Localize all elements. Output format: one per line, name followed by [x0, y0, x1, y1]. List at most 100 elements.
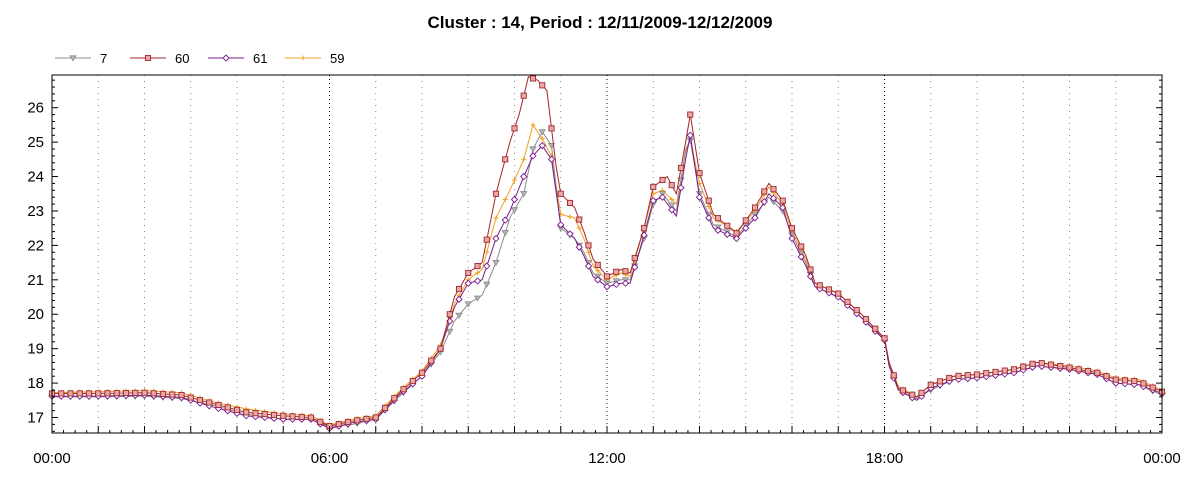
data-point	[455, 285, 463, 293]
data-point	[724, 222, 731, 229]
data-point	[1075, 366, 1082, 373]
data-point	[446, 311, 453, 318]
data-point	[381, 404, 389, 411]
data-point	[492, 190, 500, 197]
data-point	[69, 55, 77, 62]
data-point	[252, 410, 259, 417]
data-point	[853, 307, 860, 314]
data-point	[520, 172, 528, 181]
data-point	[1112, 376, 1119, 383]
data-point	[723, 230, 731, 239]
x-tick-label: 00:00	[1143, 450, 1181, 467]
data-point	[640, 225, 648, 232]
data-point	[594, 276, 602, 284]
data-point	[1094, 369, 1101, 376]
data-point	[187, 394, 194, 401]
legend-item-59: 59	[285, 51, 344, 66]
data-point	[215, 401, 222, 409]
data-point	[595, 268, 601, 274]
data-point	[668, 206, 676, 214]
data-point	[400, 386, 407, 393]
data-point	[705, 214, 713, 222]
data-point	[243, 409, 250, 416]
data-point	[742, 217, 749, 224]
data-point	[538, 141, 546, 150]
data-point	[585, 242, 592, 249]
data-point	[493, 215, 499, 221]
data-point	[973, 371, 981, 378]
data-point	[909, 391, 916, 398]
data-point	[539, 82, 546, 89]
data-point	[464, 279, 472, 287]
data-point	[631, 263, 639, 271]
y-tick-label: 17	[27, 410, 44, 427]
y-tick-label: 18	[27, 375, 44, 392]
data-point	[104, 390, 111, 397]
data-point	[695, 193, 704, 201]
data-point	[122, 389, 130, 397]
data-point	[428, 357, 435, 364]
data-point	[622, 268, 629, 275]
x-tick-label: 00:00	[33, 450, 71, 467]
data-point	[677, 184, 685, 192]
data-point	[779, 197, 786, 204]
data-point	[669, 196, 675, 202]
data-point	[538, 129, 546, 136]
data-point	[418, 369, 426, 376]
y-tick-label: 24	[27, 169, 44, 186]
data-point	[742, 224, 750, 232]
data-point	[484, 249, 490, 255]
y-tick-label: 21	[27, 272, 44, 289]
data-point	[760, 198, 768, 206]
data-point	[658, 193, 667, 201]
legend: 7 60 61 59	[55, 51, 344, 66]
data-point	[372, 414, 379, 421]
data-point	[557, 190, 564, 197]
data-point	[512, 177, 517, 183]
data-point	[603, 273, 611, 280]
data-point	[816, 282, 823, 289]
data-point	[529, 75, 537, 82]
data-point	[1001, 367, 1008, 374]
data-point	[557, 221, 565, 229]
data-point	[144, 54, 152, 62]
x-tick-label: 06:00	[311, 450, 349, 467]
data-point	[483, 281, 491, 288]
data-point	[300, 55, 306, 61]
data-point	[936, 378, 944, 385]
data-point	[769, 194, 778, 202]
data-point	[307, 414, 315, 421]
data-point	[502, 196, 508, 202]
data-point	[576, 225, 582, 231]
data-point	[475, 270, 480, 276]
data-point	[222, 54, 230, 62]
data-point	[224, 404, 231, 411]
data-point	[85, 390, 93, 397]
data-point	[566, 230, 574, 238]
legend-item-61: 61	[208, 51, 267, 66]
data-point	[270, 411, 278, 418]
data-point	[807, 266, 814, 273]
data-point	[835, 290, 842, 297]
data-point	[788, 234, 796, 243]
data-point	[446, 328, 454, 336]
data-point	[501, 216, 509, 224]
data-point	[473, 295, 482, 302]
data-point	[502, 156, 509, 163]
data-point	[844, 298, 851, 305]
data-point	[732, 234, 741, 243]
data-point	[483, 236, 490, 243]
data-point	[492, 260, 500, 267]
data-point	[798, 243, 805, 250]
data-point	[1149, 384, 1156, 391]
data-point	[1020, 363, 1027, 370]
data-point	[1010, 366, 1018, 373]
data-point	[612, 280, 620, 289]
data-point	[714, 215, 722, 222]
data-point	[761, 188, 768, 195]
y-tick-label: 22	[27, 237, 44, 254]
data-point	[927, 381, 934, 388]
data-point	[141, 389, 148, 396]
legend-label: 60	[175, 51, 189, 66]
